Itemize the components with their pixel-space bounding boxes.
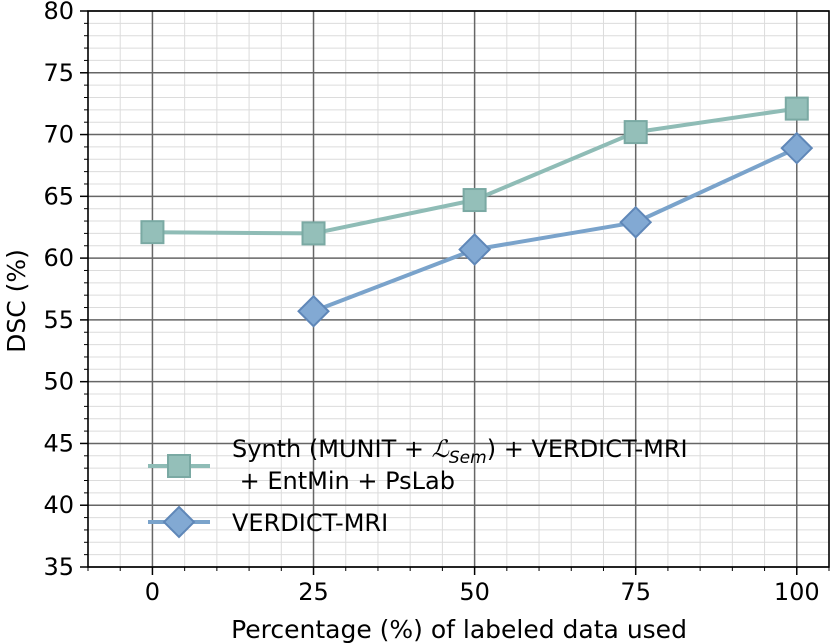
series-2: [297, 131, 814, 328]
y-tick-label: 60: [43, 244, 74, 272]
axis-ticks: [80, 10, 830, 575]
y-tick-label: 50: [43, 368, 74, 396]
data-point: [301, 221, 326, 246]
data-point: [140, 220, 165, 245]
legend-marker-series-2: [162, 505, 196, 539]
y-tick-label: 75: [43, 59, 74, 87]
series-line: [312, 146, 798, 314]
legend-label-series-2: VERDICT-MRI: [232, 509, 388, 537]
legend-label-series-1: Synth (MUNIT + ℒSem) + VERDICT-MRI: [232, 435, 688, 468]
minor-grid: [87, 11, 830, 567]
data-point: [623, 120, 648, 145]
x-tick-label: 0: [145, 578, 160, 606]
y-axis-title: DSC (%): [2, 249, 31, 353]
x-axis-title: Percentage (%) of labeled data used: [231, 615, 687, 644]
y-tick-label: 45: [43, 429, 74, 457]
legend: Synth (MUNIT + ℒSem) + VERDICT-MRI + Ent…: [148, 435, 688, 539]
x-tick-label: 25: [298, 578, 329, 606]
x-tick-label: 100: [774, 578, 820, 606]
legend-label-series-1-line2: + EntMin + PsLab: [232, 467, 455, 495]
x-tick-label: 75: [620, 578, 651, 606]
plot-frame: [87, 10, 830, 568]
y-tick-label: 35: [43, 553, 74, 581]
data-point: [780, 131, 814, 165]
data-point: [619, 205, 653, 239]
series-layer: [140, 96, 814, 328]
y-tick-label: 70: [43, 121, 74, 149]
x-tick-labels: 0 25 50 75 100: [145, 578, 820, 606]
x-tick-label: 50: [459, 578, 490, 606]
y-tick-label: 65: [43, 182, 74, 210]
y-tick-label: 80: [43, 0, 74, 25]
y-tick-label: 40: [43, 491, 74, 519]
y-tick-labels: 35 40 45 50 55 60 65 70 75 80: [43, 0, 74, 581]
series-1: [140, 96, 809, 246]
y-tick-label: 55: [43, 306, 74, 334]
data-point: [297, 294, 330, 328]
data-point: [462, 188, 487, 213]
data-point: [784, 96, 809, 121]
data-point: [458, 233, 492, 266]
legend-marker-series-1: [167, 454, 191, 478]
